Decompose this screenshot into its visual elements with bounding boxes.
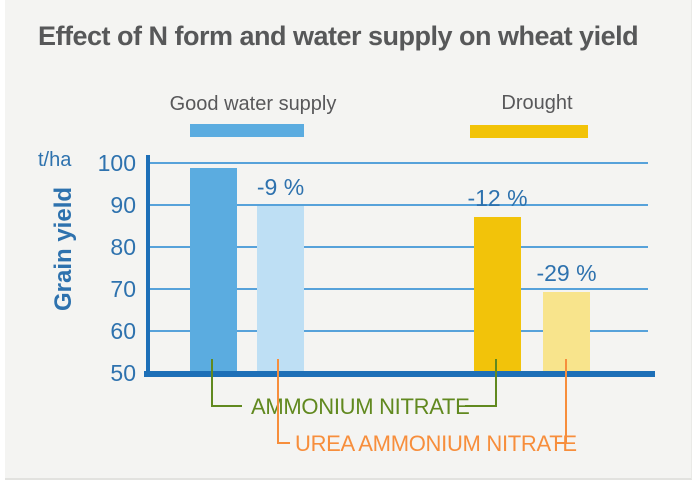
bar-change-label: -12 % <box>467 184 528 211</box>
ammonium-nitrate-connector-left-horizontal <box>211 405 242 407</box>
y-tick-label-80: 80 <box>110 234 136 260</box>
gridline-y-60 <box>150 330 648 332</box>
y-tick-label-90: 90 <box>110 192 136 218</box>
urea-ammonium-nitrate-label: UREA AMMONIUM NITRATE <box>295 431 577 456</box>
bar-drought-ammonium-nitrate: -12 % <box>467 185 528 372</box>
y-tick-label-100: 100 <box>97 150 136 176</box>
y-axis-unit-label: t/ha <box>38 149 72 171</box>
chart-background-panel <box>5 0 692 480</box>
gridline-y-100 <box>150 162 648 164</box>
bar-good-water-supply-urea-ammonium-nitrate: -9 % <box>257 174 304 372</box>
gridline-y-70 <box>150 288 648 290</box>
urea-ammonium-nitrate-connector-left-vertical <box>277 359 279 444</box>
y-tick-label-50: 50 <box>110 360 136 386</box>
ammonium-nitrate-connector-left-vertical <box>211 359 213 407</box>
x-axis-line <box>144 371 655 377</box>
bar-change-label: -9 % <box>256 174 305 201</box>
bar-change-label: -29 % <box>536 260 597 287</box>
bar-good-water-supply-ammonium-nitrate <box>190 168 237 372</box>
legend-swatch-good-water-supply <box>190 124 304 137</box>
gridline-y-90 <box>150 204 648 206</box>
bar-drought-urea-ammonium-nitrate: -29 % <box>536 260 597 372</box>
y-tick-label-60: 60 <box>110 318 136 344</box>
urea-ammonium-nitrate-connector-right-horizontal <box>556 442 567 444</box>
ammonium-nitrate-connector-right-vertical <box>495 359 497 407</box>
gridline-y-80 <box>150 246 648 248</box>
urea-ammonium-nitrate-connector-right-vertical <box>565 359 567 444</box>
y-tick-label-70: 70 <box>110 276 136 302</box>
y-axis-line <box>146 155 150 377</box>
urea-ammonium-nitrate-connector-left-horizontal <box>277 442 290 444</box>
chart-title: Effect of N form and water supply on whe… <box>38 21 639 51</box>
ammonium-nitrate-connector-right-horizontal <box>465 405 497 407</box>
legend-swatch-drought <box>470 125 588 138</box>
legend-label-good-water-supply: Good water supply <box>169 93 337 115</box>
legend-label-drought: Drought <box>501 92 573 114</box>
ammonium-nitrate-label: AMMONIUM NITRATE <box>251 394 470 419</box>
